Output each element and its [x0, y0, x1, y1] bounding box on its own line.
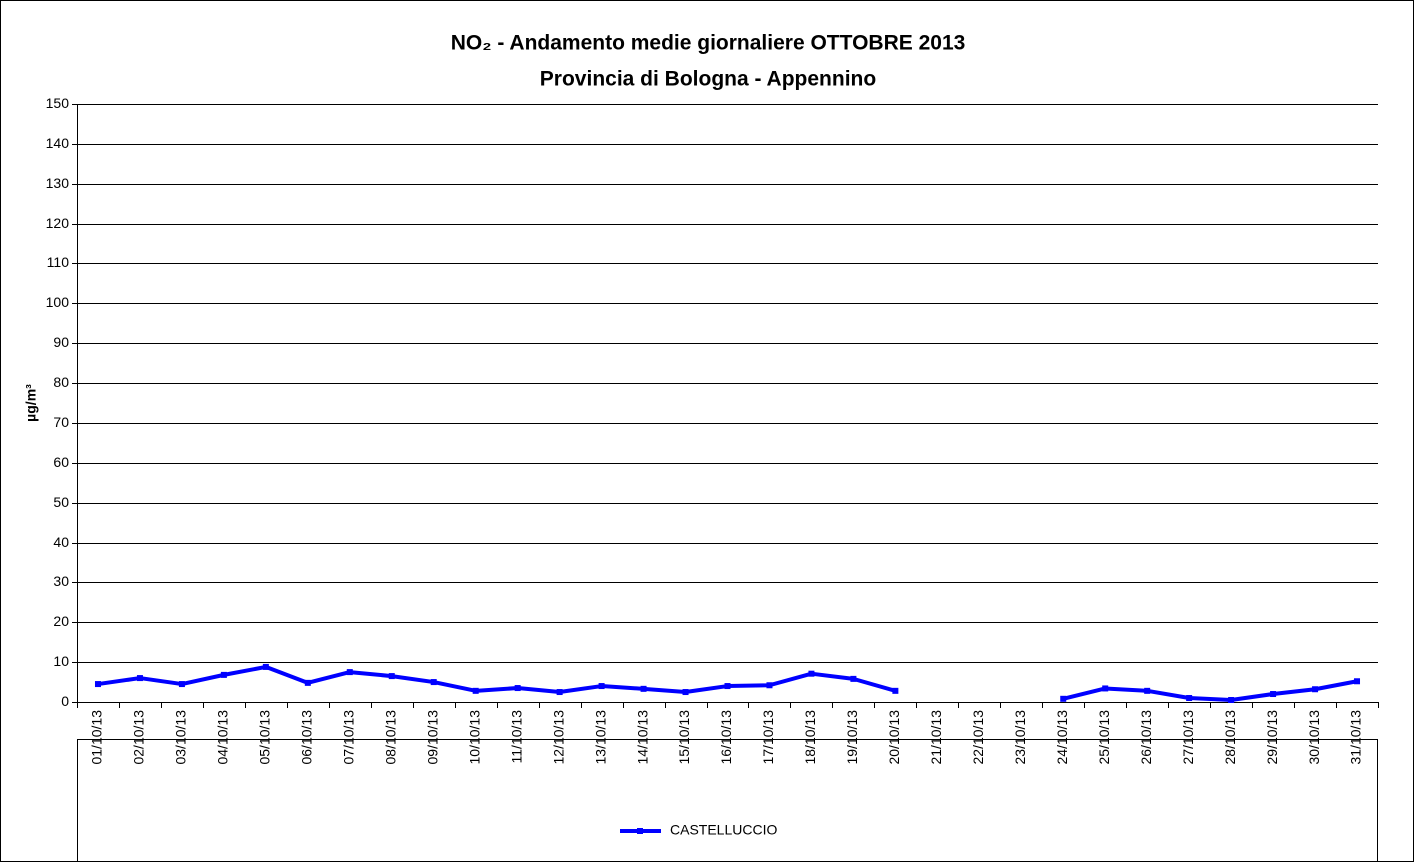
chart-title: NO₂ - Andamento medie giornaliere OTTOBR…: [451, 32, 966, 55]
x-tick-label: 18/10/13: [802, 710, 818, 765]
point-marker: [346, 669, 353, 676]
y-tick-label: 80: [53, 374, 69, 390]
point-marker: [1270, 691, 1277, 698]
y-tick-label: 60: [53, 454, 69, 470]
y-tick-label: 120: [46, 215, 70, 231]
y-tick-label: 130: [46, 175, 70, 191]
point-marker: [1354, 678, 1361, 685]
x-tick-label: 15/10/13: [676, 710, 692, 765]
x-tick-label: 10/10/13: [466, 710, 482, 765]
point-marker: [94, 681, 101, 688]
point-marker: [892, 687, 899, 694]
y-tick-label: 0: [61, 693, 69, 709]
point-marker: [766, 682, 773, 689]
x-tick-label: 29/10/13: [1264, 710, 1280, 765]
x-tick-label: 26/10/13: [1138, 710, 1154, 765]
x-tick-label: 16/10/13: [718, 710, 734, 765]
point-marker: [178, 681, 185, 688]
point-marker: [1312, 686, 1319, 693]
x-tick-label: 23/10/13: [1012, 710, 1028, 765]
point-marker: [1060, 695, 1067, 702]
point-marker: [850, 675, 857, 682]
point-marker: [304, 679, 311, 686]
point-marker: [724, 683, 731, 690]
legend-marker: [637, 828, 643, 834]
point-marker: [556, 689, 563, 696]
x-tick-label: 27/10/13: [1180, 710, 1196, 765]
y-axis-label: µg/m³: [23, 384, 39, 422]
y-tick-label: 20: [53, 613, 69, 629]
x-tick-label: 31/10/13: [1348, 710, 1364, 765]
y-tick-label: 70: [53, 414, 69, 430]
point-marker: [1144, 687, 1151, 694]
x-tick-label: 17/10/13: [760, 710, 776, 765]
y-tick-label: 100: [46, 294, 70, 310]
x-tick-label: 13/10/13: [592, 710, 608, 765]
x-tick-label: 07/10/13: [340, 710, 356, 765]
x-tick-label: 02/10/13: [131, 710, 147, 765]
y-tick-label: 40: [53, 534, 69, 550]
point-marker: [472, 687, 479, 694]
x-tick-label: 24/10/13: [1054, 710, 1070, 765]
x-tick-label: 08/10/13: [382, 710, 398, 765]
x-tick-label: 19/10/13: [844, 710, 860, 765]
x-tick-label: 25/10/13: [1096, 710, 1112, 765]
y-tick-label: 150: [46, 95, 70, 111]
y-tick-label: 140: [46, 135, 70, 151]
point-marker: [388, 673, 395, 680]
point-marker: [1228, 697, 1235, 704]
x-tick-label: 04/10/13: [215, 710, 231, 765]
x-tick-label: 28/10/13: [1222, 710, 1238, 765]
point-marker: [136, 675, 143, 682]
point-marker: [598, 683, 605, 690]
point-marker: [640, 685, 647, 692]
y-tick-label: 90: [53, 334, 69, 350]
y-tick-label: 30: [53, 573, 69, 589]
point-marker: [514, 685, 521, 692]
x-tick-label: 21/10/13: [928, 710, 944, 765]
chart-subtitle: Provincia di Bologna - Appennino: [540, 68, 876, 91]
x-tick-label: 22/10/13: [970, 710, 986, 765]
point-marker: [220, 671, 227, 678]
y-tick-label: 50: [53, 494, 69, 510]
x-tick-label: 09/10/13: [424, 710, 440, 765]
x-tick-label: 20/10/13: [886, 710, 902, 765]
point-marker: [682, 689, 689, 696]
x-tick-label: 12/10/13: [550, 710, 566, 765]
series-line: [1062, 679, 1358, 703]
x-tick-label: 11/10/13: [508, 710, 524, 764]
y-tick-label: 10: [53, 653, 69, 669]
point-marker: [1186, 695, 1193, 702]
x-tick-label: 01/10/13: [89, 710, 105, 765]
point-marker: [262, 663, 269, 670]
point-marker: [430, 679, 437, 686]
x-tick-label: 30/10/13: [1306, 710, 1322, 765]
point-marker: [1102, 685, 1109, 692]
legend-label: CASTELLUCCIO: [670, 822, 777, 838]
series-line: [97, 664, 896, 695]
y-tick-label: 110: [47, 254, 70, 270]
legend-box: [77, 739, 1378, 862]
x-tick-label: 03/10/13: [173, 710, 189, 765]
point-marker: [808, 670, 815, 677]
x-tick-label: 06/10/13: [299, 710, 315, 765]
x-tick-label: 14/10/13: [634, 710, 650, 765]
x-tick-label: 05/10/13: [257, 710, 273, 765]
